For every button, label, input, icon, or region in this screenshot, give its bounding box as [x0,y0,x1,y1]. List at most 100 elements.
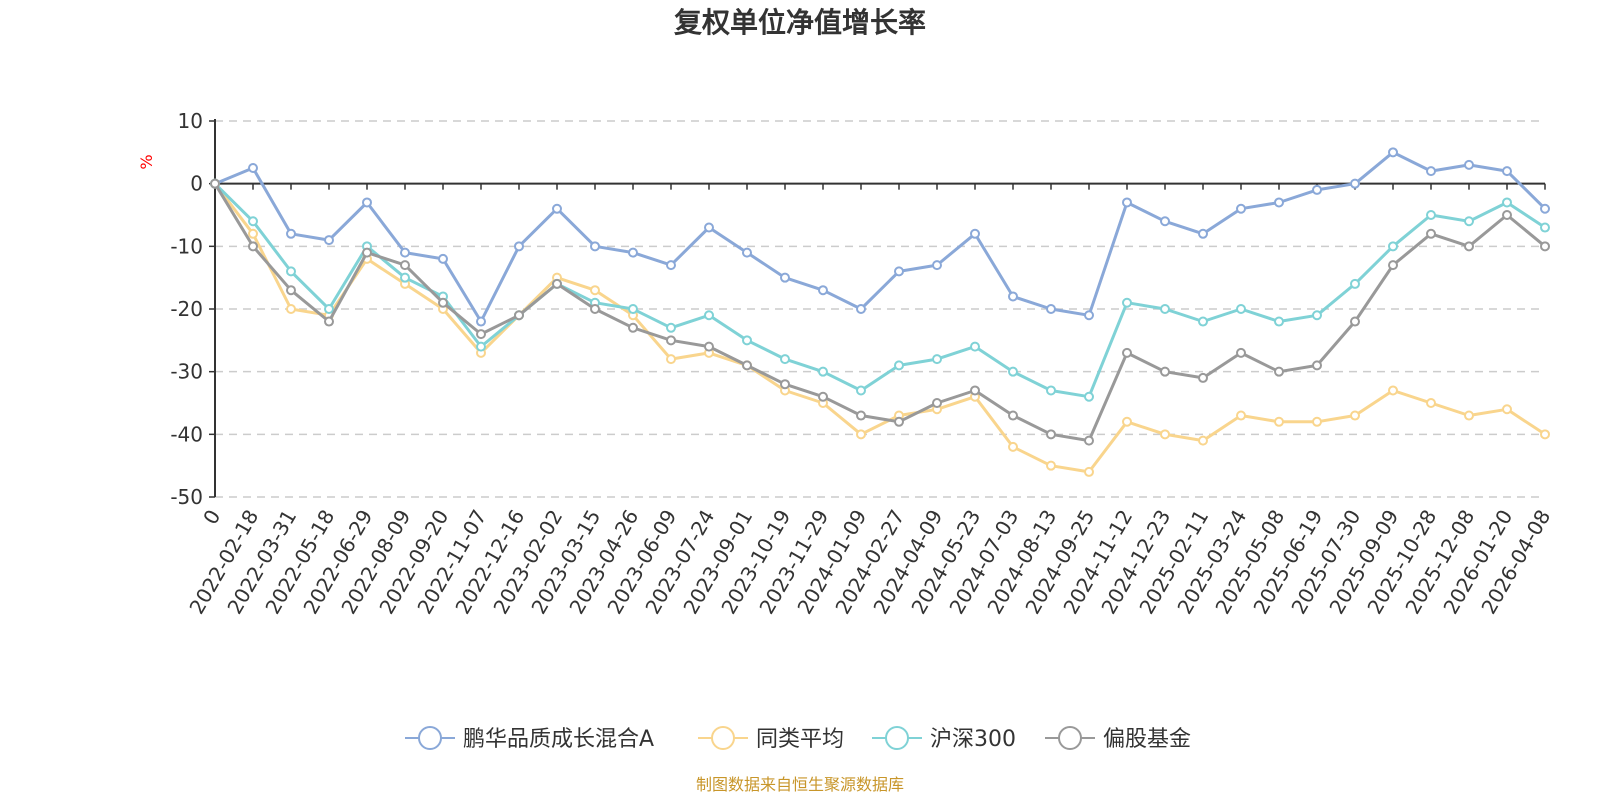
data-point [476,316,486,327]
data-point [1122,197,1132,208]
data-point [1046,304,1056,314]
legend[interactable]: 鹏华品质成长混合A 同类平均 沪深300 偏股基金 [405,726,1191,752]
data-point [1540,429,1550,440]
data-point [742,247,752,258]
data-point [1464,216,1474,227]
data-point [818,366,828,377]
legend-item[interactable]: 鹏华品质成长混合A [405,726,654,752]
data-point [704,310,714,321]
legend-label: 偏股基金 [1103,727,1191,752]
legend-marker-icon [711,726,735,750]
data-point [514,310,524,321]
series-line-1 [213,182,1546,474]
chart-title: 复权单位净值增长率 [674,6,926,39]
data-point [1388,385,1398,396]
data-point [856,304,866,314]
data-point [1426,398,1436,408]
data-point [590,241,600,252]
data-point [970,228,980,239]
series-line-2 [213,182,1546,399]
data-point [1274,197,1284,208]
data-point [1122,297,1132,308]
data-point [400,247,410,258]
data-point [856,410,866,421]
data-point [1540,241,1550,252]
y-tick-label: -50 [170,485,203,509]
data-point [1350,410,1360,421]
data-point [1426,228,1436,239]
data-point [1502,404,1512,415]
data-point [362,197,372,208]
data-point [818,391,828,402]
data-point [1274,366,1284,377]
data-point [1008,410,1018,421]
data-point [324,235,334,246]
data-point [1198,228,1208,239]
x-tick-label: 0 [198,506,225,529]
data-point [628,304,638,314]
legend-marker-icon [885,726,909,750]
data-point [1008,366,1018,377]
series-line-3 [213,182,1546,443]
data-point [1084,435,1094,446]
data-point [1464,410,1474,421]
data-point [362,247,372,258]
data-point [438,253,448,264]
data-point [1502,197,1512,208]
data-point [780,272,790,283]
data-point [1160,429,1170,440]
y-tick-label: 10 [178,109,203,133]
data-point [704,222,714,233]
data-point [932,354,942,365]
data-point [1426,166,1436,177]
data-point [1160,216,1170,227]
data-point [248,228,258,239]
data-point [1160,366,1170,377]
axes [209,119,1546,498]
data-point [1084,466,1094,477]
data-point [286,228,296,239]
data-point [1350,278,1360,289]
data-point [1464,159,1474,170]
series-line-0 [214,150,1547,323]
source-note: 制图数据来自恒生聚源数据库 [696,775,904,794]
data-point [894,360,904,371]
data-point [1046,385,1056,396]
data-point [1312,416,1322,427]
data-point [1312,310,1322,321]
legend-item[interactable]: 同类平均 [698,726,844,752]
data-point [552,278,562,289]
legend-item[interactable]: 偏股基金 [1045,726,1191,752]
data-point [1160,304,1170,314]
data-point [286,285,296,296]
data-point [1236,304,1246,314]
data-point [514,241,524,252]
y-tick-label: -40 [170,422,203,446]
data-point [1122,347,1132,358]
data-point [1236,203,1246,214]
y-tick-label: 0 [190,172,203,196]
data-point [742,360,752,371]
data-point [1312,184,1322,195]
y-tick-labels: 10 0 -10 -20 -30 -40 -50 [170,109,203,509]
data-point [1502,210,1512,220]
data-point [1274,316,1284,327]
data-point [628,247,638,258]
data-point [1350,316,1360,327]
data-point [666,260,676,271]
data-point [932,398,942,408]
data-point [1312,360,1322,371]
data-point [248,241,258,252]
data-point [780,379,790,390]
legend-item[interactable]: 沪深300 [872,726,1016,752]
data-point [1008,441,1018,452]
data-point [818,285,828,296]
data-point [1198,316,1208,327]
data-point [666,335,676,346]
data-point [1046,429,1056,440]
data-point [590,285,600,296]
data-point [666,354,676,365]
data-point [1236,410,1246,421]
data-point [1540,203,1550,214]
